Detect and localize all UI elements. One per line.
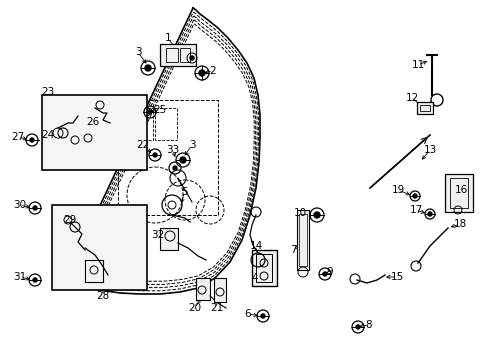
Text: 2: 2 [209,66,216,76]
Text: 23: 23 [41,87,55,97]
Bar [165,48,178,62]
Bar [444,174,472,212]
Bar [160,228,178,250]
Circle shape [33,278,37,282]
Text: 15: 15 [389,272,403,282]
Text: 32: 32 [151,230,164,240]
Text: 6: 6 [244,309,251,319]
Bar [449,178,467,208]
Text: 28: 28 [96,291,109,301]
Text: 9: 9 [326,267,333,277]
Bar [42,95,147,170]
Circle shape [148,110,152,114]
Bar [155,108,177,140]
Text: 3: 3 [188,140,195,150]
Circle shape [355,325,359,329]
Circle shape [427,212,431,216]
Circle shape [199,70,204,76]
Bar [256,254,271,282]
Circle shape [190,56,194,60]
Circle shape [173,166,177,170]
Circle shape [323,272,326,276]
Text: 27: 27 [11,132,24,142]
Circle shape [412,194,416,198]
Bar [52,205,147,290]
Circle shape [153,153,157,157]
Text: 13: 13 [423,145,436,155]
Text: 10: 10 [293,208,306,218]
Text: 1: 1 [164,33,171,43]
Text: 21: 21 [210,303,223,313]
Bar [298,214,306,266]
Text: 22: 22 [136,140,149,150]
Circle shape [30,138,34,142]
Text: 18: 18 [452,219,466,229]
Text: 8: 8 [365,320,371,330]
Text: 7: 7 [289,245,296,255]
Text: 33: 33 [166,145,179,155]
Bar [118,100,218,215]
Text: 31: 31 [13,272,26,282]
Bar [180,48,190,62]
Bar [85,260,103,282]
Text: 11: 11 [410,60,424,70]
Bar [419,105,429,111]
Text: 17: 17 [408,205,422,215]
Text: 14: 14 [249,241,262,251]
Text: 20: 20 [188,303,201,313]
Text: 29: 29 [63,215,77,225]
Text: 25: 25 [153,105,166,115]
Text: 26: 26 [86,117,100,127]
Bar [160,44,196,66]
Text: 5: 5 [181,187,187,197]
Circle shape [313,212,319,218]
Text: 24: 24 [41,130,55,140]
Text: 3: 3 [134,47,141,57]
Bar [125,108,153,140]
Text: 4: 4 [251,273,258,283]
Circle shape [33,206,37,210]
Bar [296,210,308,270]
Bar [196,278,209,300]
Text: 16: 16 [453,185,467,195]
Circle shape [145,65,151,71]
Text: 12: 12 [405,93,418,103]
Bar [251,250,276,286]
Circle shape [261,314,264,318]
Text: 30: 30 [13,200,26,210]
Bar [416,102,432,114]
Bar [214,278,225,302]
Circle shape [180,157,185,163]
Text: 19: 19 [390,185,404,195]
